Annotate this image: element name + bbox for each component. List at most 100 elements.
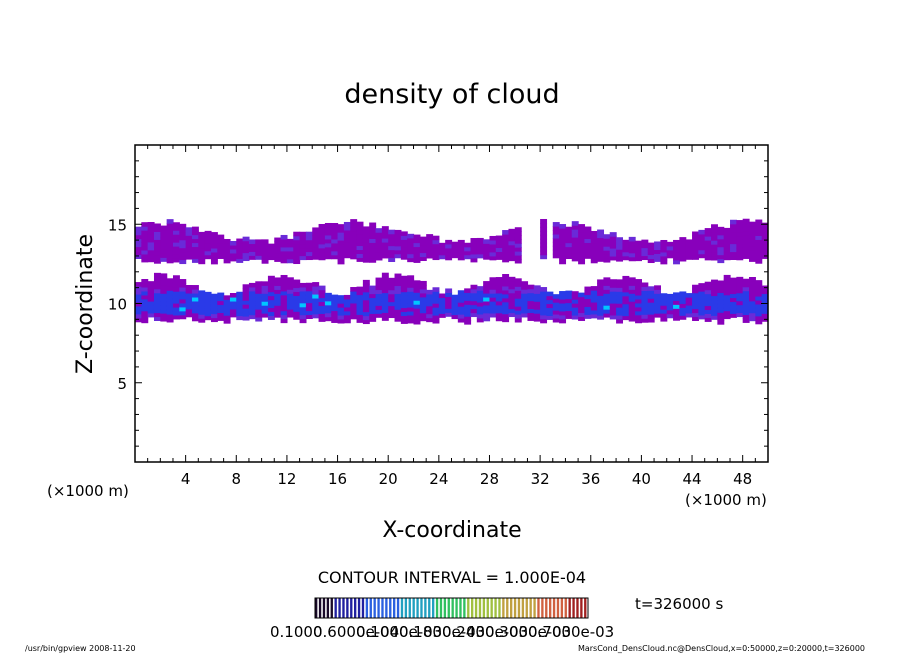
field-cell <box>571 233 579 238</box>
field-cell <box>736 235 744 241</box>
field-cell <box>312 309 320 315</box>
field-cell <box>749 292 756 298</box>
field-cell <box>179 279 187 284</box>
field-cell <box>267 307 275 313</box>
field-cell <box>166 302 174 307</box>
field-cell <box>141 249 149 255</box>
field-cell <box>749 249 756 254</box>
field-cell <box>166 238 174 244</box>
field-cell <box>679 249 687 254</box>
field-cell <box>654 245 661 251</box>
field-cell <box>356 302 364 308</box>
field-cell <box>571 256 579 262</box>
field-cell <box>350 246 358 252</box>
colorbar-label: 0.2400e-03 <box>442 623 528 641</box>
field-cell <box>198 251 206 257</box>
field-cell <box>305 314 313 320</box>
field-cell <box>565 290 573 296</box>
field-cell <box>305 294 313 300</box>
field-cell <box>179 231 187 237</box>
field-cell <box>407 253 415 259</box>
field-cell <box>603 258 611 263</box>
field-cell <box>730 243 737 249</box>
field-cell <box>527 296 535 302</box>
field-cell <box>141 298 149 304</box>
field-cell <box>432 243 440 249</box>
field-cell <box>749 304 756 310</box>
field-cell <box>286 305 294 310</box>
field-cell <box>318 317 326 322</box>
field-cell <box>166 250 174 256</box>
field-cell <box>457 243 465 249</box>
field-cell <box>299 290 307 296</box>
field-cell <box>616 295 624 300</box>
field-cell <box>514 294 522 299</box>
colorbar-swatch <box>357 598 361 618</box>
field-cell <box>514 251 522 256</box>
field-cell <box>464 296 472 301</box>
field-cell <box>369 285 377 291</box>
field-cell <box>299 318 307 324</box>
field-cell <box>324 292 332 298</box>
field-cell <box>578 296 586 302</box>
field-cell <box>210 247 218 253</box>
field-cell <box>381 241 389 247</box>
field-cell <box>755 288 763 293</box>
field-cell <box>185 231 193 236</box>
field-cell <box>692 300 699 306</box>
field-cell <box>704 281 712 287</box>
field-cell <box>153 276 161 282</box>
field-cell <box>185 300 193 306</box>
field-cell <box>692 251 699 256</box>
field-cell <box>628 313 636 318</box>
field-cell <box>166 246 174 252</box>
field-cell <box>514 286 522 291</box>
field-cell <box>229 304 237 310</box>
field-cell <box>229 248 237 254</box>
field-cell <box>514 278 522 283</box>
field-cell <box>242 292 250 297</box>
field-cell <box>191 288 199 294</box>
field-cell <box>552 302 560 307</box>
field-cell <box>204 238 212 244</box>
field-cell <box>147 221 155 227</box>
colorbar-swatch <box>552 598 556 618</box>
field-cell <box>248 243 256 248</box>
field-cell <box>736 224 744 229</box>
x-tick-label: 28 <box>480 470 499 488</box>
field-cell <box>369 317 377 322</box>
field-cell <box>692 308 699 314</box>
field-cell <box>400 239 408 244</box>
field-cell <box>293 243 301 249</box>
field-cell <box>609 251 617 257</box>
field-cell <box>597 241 605 246</box>
field-cell <box>533 305 541 310</box>
field-cell <box>160 237 168 243</box>
field-cell <box>280 278 288 284</box>
field-cell <box>331 234 339 240</box>
field-cell <box>242 240 250 246</box>
field-cell <box>635 279 642 284</box>
field-cell <box>711 311 718 316</box>
field-cell <box>312 247 320 252</box>
field-cell <box>622 283 630 289</box>
field-cell <box>590 286 598 291</box>
field-cell <box>204 254 212 260</box>
field-cell <box>755 255 763 260</box>
field-cell <box>147 293 155 298</box>
field-cell <box>622 299 630 305</box>
field-cell <box>502 249 510 255</box>
field-cell <box>153 227 161 233</box>
field-cell <box>400 303 408 309</box>
field-cell <box>318 309 326 314</box>
field-cell <box>407 257 415 263</box>
field-cell <box>293 311 301 316</box>
field-cell <box>502 277 510 283</box>
field-cell <box>704 255 712 261</box>
field-cell <box>761 305 768 310</box>
field-cell <box>166 242 174 248</box>
field-cell <box>255 293 263 298</box>
field-cell <box>476 298 484 303</box>
field-cell <box>343 229 351 235</box>
field-cell <box>628 285 636 290</box>
